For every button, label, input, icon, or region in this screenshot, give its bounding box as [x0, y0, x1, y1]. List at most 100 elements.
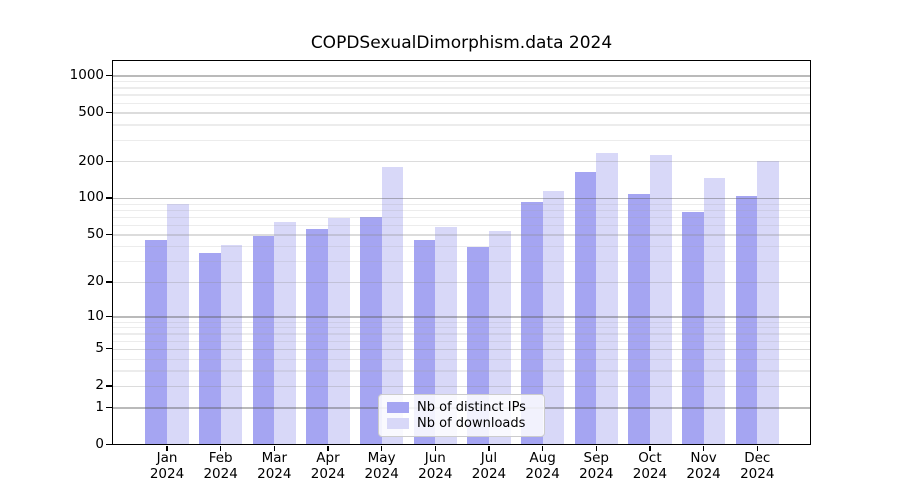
x-tick-label-jan: Jan 2024	[133, 450, 201, 482]
x-tick-label-line: Nov	[690, 450, 717, 466]
y-tick-label-5: 5	[95, 340, 104, 357]
gridline-2	[112, 385, 811, 387]
bar-dec-downloads	[757, 160, 779, 445]
legend-swatch-distinct-ips	[387, 402, 409, 413]
y-tick-label-1000: 1000	[69, 66, 104, 83]
gridline-3	[112, 370, 811, 372]
gridline-9	[112, 321, 811, 323]
x-tick-label-nov: Nov 2024	[670, 450, 738, 482]
bar-sep-downloads	[596, 153, 618, 445]
y-tick-label-10: 10	[86, 307, 104, 324]
y-tick-mark-50	[105, 233, 112, 236]
gridline-900	[112, 81, 811, 83]
gridline-500	[112, 112, 811, 114]
bar-feb-downloads	[220, 244, 243, 445]
x-tick-label-line: Jul	[480, 450, 498, 466]
bar-jan-distinct-ips	[145, 239, 167, 445]
legend-swatch-downloads	[387, 418, 409, 429]
gridline-1000	[112, 75, 811, 77]
y-tick-mark-5	[105, 348, 112, 350]
bar-oct-distinct-ips	[628, 194, 650, 445]
x-tick-mark-apr	[327, 445, 329, 451]
x-tick-mark-oct	[649, 445, 651, 451]
bar-jun-distinct-ips	[413, 239, 436, 445]
gridline-50	[112, 234, 811, 236]
x-tick-label-apr: Apr 2024	[294, 450, 362, 482]
x-tick-label-line: Apr	[316, 450, 340, 466]
x-tick-label-line: 2024	[686, 465, 721, 482]
gridline-7	[112, 333, 811, 335]
x-tick-label-line: Jan	[156, 450, 178, 466]
x-tick-label-line: 2024	[471, 465, 507, 482]
x-tick-label-line: 2024	[525, 465, 560, 482]
bar-oct-downloads	[649, 155, 672, 445]
x-tick-label-may: May 2024	[348, 450, 416, 482]
x-tick-label-line: 2024	[740, 465, 775, 482]
gridline-70	[112, 216, 811, 218]
bar-jul-downloads	[488, 231, 511, 445]
x-tick-label-jul: Jul 2024	[455, 450, 523, 482]
x-tick-mark-may	[381, 445, 383, 451]
bar-nov-distinct-ips	[681, 212, 704, 445]
y-tick-mark-0	[105, 443, 112, 446]
x-tick-label-line: Dec	[744, 450, 771, 466]
x-tick-mark-mar	[273, 445, 276, 451]
x-tick-label-line: 2024	[203, 465, 238, 482]
x-tick-mark-jan	[166, 445, 168, 451]
bar-apr-downloads	[327, 218, 350, 445]
bar-nov-downloads	[703, 178, 726, 445]
gridline-4	[112, 358, 811, 360]
bar-jun-downloads	[435, 226, 457, 445]
y-tick-mark-500	[105, 111, 112, 114]
y-tick-label-200: 200	[78, 152, 104, 169]
plot-area	[112, 60, 811, 445]
x-tick-label-line: 2024	[149, 465, 185, 482]
x-tick-label-line: 2024	[418, 465, 453, 482]
bar-aug-downloads	[542, 190, 565, 445]
y-tick-mark-1	[105, 406, 112, 409]
x-tick-mark-dec	[756, 445, 758, 451]
x-tick-label-line: May	[367, 450, 396, 466]
y-tick-label-100: 100	[78, 189, 104, 206]
gridline-700	[112, 94, 811, 96]
x-tick-label-line: Sep	[583, 450, 609, 466]
x-tick-mark-jun	[434, 445, 436, 451]
y-tick-mark-200	[105, 160, 112, 162]
y-tick-label-0: 0	[95, 436, 104, 452]
gridline-300	[112, 139, 811, 141]
legend-label-downloads: Nb of downloads	[417, 416, 526, 431]
x-tick-mark-feb	[220, 445, 222, 451]
x-tick-label-jun: Jun 2024	[401, 450, 469, 482]
legend: Nb of distinct IPs Nb of downloads	[378, 394, 545, 437]
gridline-40	[112, 246, 811, 248]
gridline-6	[112, 340, 811, 342]
x-tick-label-line: Aug	[529, 450, 556, 466]
bar-dec-distinct-ips	[735, 195, 758, 445]
bar-mar-distinct-ips	[252, 235, 275, 445]
gridline-20	[112, 281, 811, 284]
y-tick-label-20: 20	[86, 273, 104, 290]
x-tick-label-feb: Feb 2024	[187, 450, 255, 482]
bar-apr-distinct-ips	[306, 228, 328, 445]
bar-may-downloads	[381, 167, 404, 445]
x-tick-label-dec: Dec 2024	[723, 450, 791, 482]
bar-jan-downloads	[167, 204, 189, 445]
y-tick-mark-2	[105, 385, 112, 387]
x-tick-label-line: Oct	[638, 450, 662, 466]
gridline-100	[112, 197, 811, 200]
y-tick-mark-10	[105, 315, 112, 318]
x-tick-label-aug: Aug 2024	[509, 450, 577, 482]
gridline-400	[112, 124, 811, 126]
gridline-60	[112, 224, 811, 227]
legend-item-downloads: Nb of downloads	[387, 416, 536, 431]
x-tick-label-line: 2024	[579, 465, 614, 482]
bar-feb-distinct-ips	[198, 253, 221, 445]
x-tick-label-line: 2024	[632, 465, 668, 482]
x-tick-mark-sep	[595, 445, 597, 451]
gridline-800	[112, 87, 811, 89]
x-tick-mark-aug	[542, 445, 544, 451]
x-tick-label-line: 2024	[310, 465, 346, 482]
x-tick-label-line: Feb	[208, 450, 233, 466]
x-tick-label-sep: Sep 2024	[562, 450, 630, 482]
